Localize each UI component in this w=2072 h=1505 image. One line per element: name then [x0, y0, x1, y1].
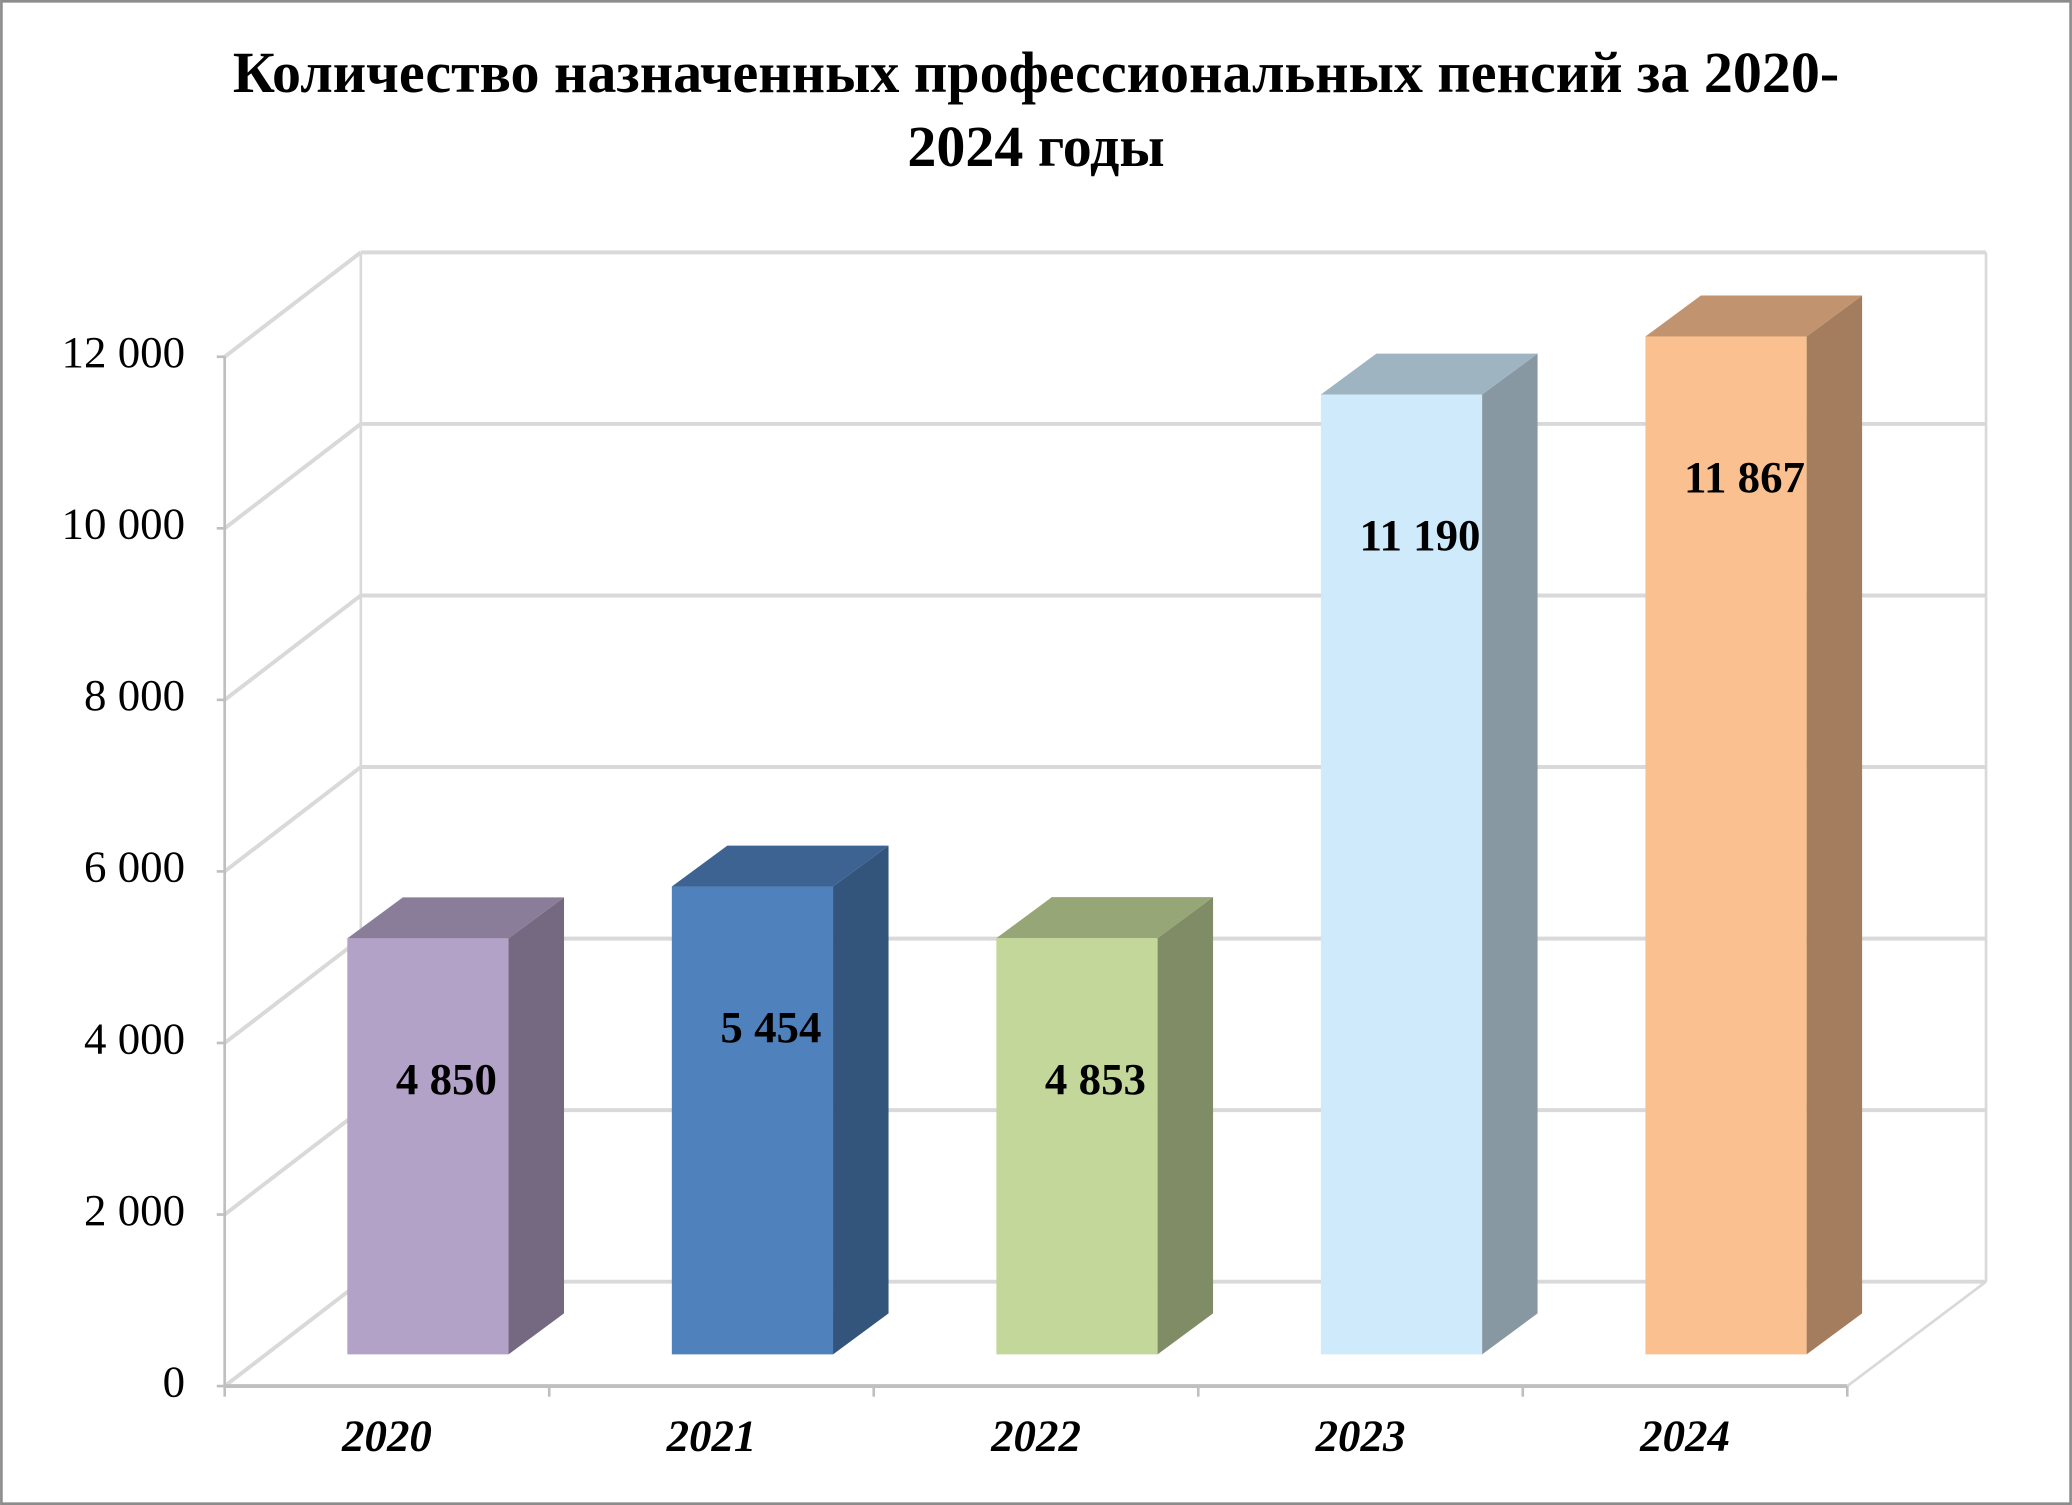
floor-edge [1846, 1280, 1987, 1388]
bar-side [1157, 897, 1214, 1355]
y-tick-label: 2 000 [84, 1185, 185, 1235]
bar [1645, 336, 1807, 1355]
y-tick-label: 12 000 [62, 327, 186, 377]
grid-line [223, 1280, 363, 1388]
bar [996, 938, 1158, 1355]
grid-line [223, 1108, 363, 1217]
data-label: 4 850 [396, 1054, 497, 1104]
y-tick-label: 0 [163, 1356, 185, 1406]
bar-top [347, 897, 565, 939]
bar-top [1645, 295, 1863, 337]
data-label: 4 853 [1045, 1054, 1146, 1104]
data-label: 11 867 [1684, 452, 1805, 502]
x-tick-label: 2021 [666, 1411, 757, 1461]
x-tick-label: 2023 [1315, 1411, 1406, 1461]
bar-top [1320, 353, 1538, 395]
grid-line [223, 250, 363, 359]
y-tick-label: 4 000 [84, 1013, 185, 1063]
data-label: 11 190 [1359, 510, 1480, 560]
x-tick-label: 2022 [990, 1411, 1081, 1461]
bar-side [508, 897, 565, 1355]
grid-line [223, 765, 363, 873]
bar-top [671, 845, 889, 887]
chart-title: Количество назначенных профессиональных … [232, 40, 1840, 179]
bar-side [1482, 353, 1538, 1355]
y-tick-label: 6 000 [84, 842, 185, 892]
bar-side [833, 845, 889, 1355]
bar [1320, 394, 1483, 1355]
y-tick-label: 8 000 [84, 670, 185, 720]
bar-side [1806, 295, 1863, 1355]
y-tick-label: 10 000 [62, 499, 186, 549]
bar [671, 886, 834, 1355]
grid-line [223, 937, 363, 1045]
bar [347, 938, 509, 1355]
grid-line [223, 593, 363, 702]
x-tick-label: 2020 [341, 1411, 432, 1461]
bar-top [996, 897, 1214, 939]
grid-line [223, 422, 363, 530]
data-label: 5 454 [720, 1002, 821, 1052]
x-tick-label: 2024 [1639, 1411, 1730, 1461]
